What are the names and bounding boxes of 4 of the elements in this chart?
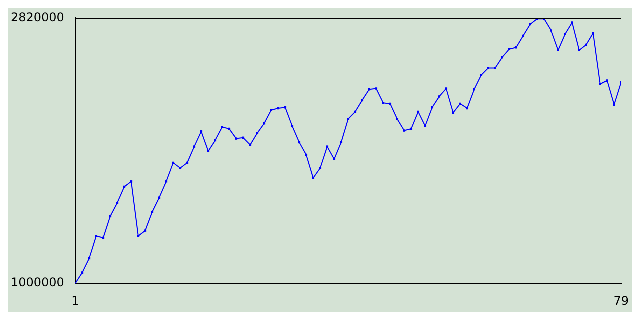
y-tick-label: 2820000 bbox=[10, 10, 64, 24]
x-tick-label: 1 bbox=[72, 294, 80, 308]
y-tick-label: 1000000 bbox=[10, 276, 64, 290]
x-tick-label: 79 bbox=[614, 294, 630, 308]
